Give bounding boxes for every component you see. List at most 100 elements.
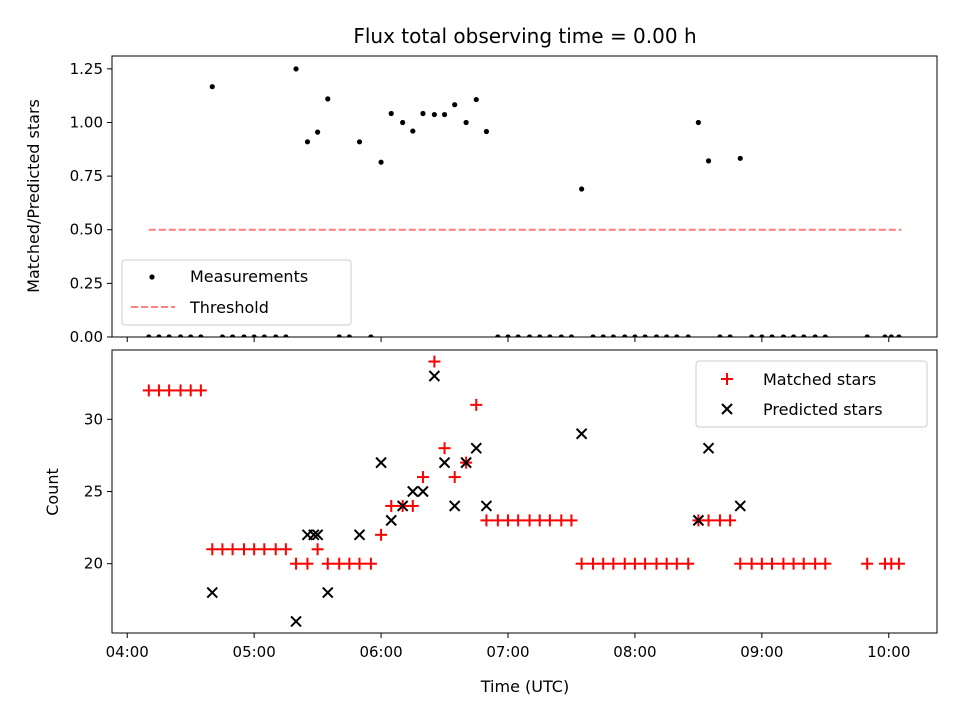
legend-marker-measurements bbox=[149, 274, 155, 280]
matched-stars-points bbox=[142, 355, 905, 570]
measurement-point bbox=[251, 334, 257, 337]
top-y-axis-label: Matched/Predicted stars bbox=[24, 99, 43, 293]
x-tick-label: 08:00 bbox=[613, 643, 656, 661]
bottom-panel: 20 25 30 04:00 05:00 06:00 07:00 08:00 09:00 10:0… bbox=[43, 349, 938, 696]
measurement-point bbox=[653, 334, 660, 337]
measurement-point bbox=[664, 334, 670, 337]
matched-star-point bbox=[628, 557, 641, 570]
top-axes-frame bbox=[111, 55, 938, 338]
matched-star-point bbox=[734, 557, 747, 570]
measurement-point bbox=[441, 111, 448, 118]
top-y-tick-label: 1.00 bbox=[70, 113, 103, 131]
bottom-plot-area: 20 25 30 04:00 05:00 06:00 07:00 08:00 09:00 10:0… bbox=[84, 349, 938, 661]
measurement-point bbox=[822, 334, 828, 337]
legend-marker-matched-stars bbox=[721, 373, 733, 385]
predicted-star-point bbox=[448, 500, 461, 512]
measurement-point bbox=[705, 158, 712, 164]
measurement-point bbox=[590, 334, 596, 337]
predicted-star-point bbox=[308, 529, 320, 541]
measurement-point bbox=[177, 334, 184, 337]
predicted-star-point bbox=[290, 615, 302, 628]
matched-star-point bbox=[660, 557, 673, 570]
x-axis-label: Time (UTC) bbox=[480, 677, 569, 696]
top-y-tick-label: 0.75 bbox=[70, 167, 103, 185]
matched-star-point bbox=[321, 557, 334, 570]
bottom-legend-box bbox=[695, 360, 928, 428]
measurement-point bbox=[495, 334, 501, 337]
measurement-point bbox=[388, 110, 394, 117]
matched-star-point bbox=[766, 557, 778, 570]
matched-star-point bbox=[797, 557, 810, 570]
matched-star-point bbox=[777, 557, 790, 570]
matched-star-point bbox=[194, 384, 207, 397]
measurement-point bbox=[558, 334, 564, 337]
measurement-point bbox=[600, 334, 606, 337]
predicted-star-point bbox=[322, 586, 334, 599]
measurement-point bbox=[378, 159, 384, 165]
predicted-star-point bbox=[385, 514, 397, 527]
matched-star-point bbox=[702, 514, 715, 527]
measurement-point bbox=[622, 334, 628, 337]
measurement-point bbox=[790, 334, 797, 337]
measurement-point bbox=[737, 155, 743, 161]
measurement-point bbox=[685, 334, 691, 337]
bottom-y-axis-label: Count bbox=[43, 468, 62, 516]
matched-star-point bbox=[861, 557, 874, 570]
measurement-point bbox=[896, 334, 902, 337]
matched-star-point bbox=[216, 543, 229, 556]
x-tick-label: 09:00 bbox=[740, 643, 783, 661]
predicted-star-point bbox=[460, 456, 472, 469]
measurement-point bbox=[526, 334, 533, 337]
measurement-point bbox=[727, 334, 733, 337]
measurement-point bbox=[515, 334, 521, 337]
measurement-point bbox=[273, 334, 279, 337]
matched-star-point bbox=[787, 557, 800, 570]
measurement-point bbox=[452, 102, 458, 108]
predicted-star-point bbox=[575, 428, 588, 440]
matched-star-point bbox=[343, 557, 356, 570]
measurement-point bbox=[166, 334, 172, 337]
matched-star-point bbox=[575, 557, 588, 570]
matched-star-point bbox=[607, 557, 620, 570]
measurement-point bbox=[283, 334, 289, 337]
matched-star-point bbox=[470, 398, 483, 411]
matched-star-point bbox=[258, 543, 271, 556]
measurement-point bbox=[769, 334, 775, 337]
top-legend-box bbox=[121, 259, 352, 326]
legend-marker-predicted-stars bbox=[721, 403, 733, 415]
matched-star-point bbox=[597, 557, 610, 570]
matched-star-point bbox=[152, 384, 165, 397]
predicted-star-point bbox=[480, 500, 493, 512]
x-tick-label: 10:00 bbox=[867, 643, 910, 661]
matched-star-point bbox=[438, 442, 451, 455]
predicted-star-point bbox=[407, 485, 419, 498]
matched-star-point bbox=[745, 557, 758, 570]
matched-star-point bbox=[650, 557, 663, 570]
matched-star-point bbox=[385, 499, 398, 512]
predicted-star-point bbox=[417, 485, 429, 498]
measurement-point bbox=[483, 128, 490, 135]
matched-star-point bbox=[533, 514, 546, 527]
matched-star-point bbox=[555, 514, 568, 527]
measurement-point bbox=[632, 334, 638, 337]
predicted-star-point bbox=[311, 529, 324, 541]
matched-star-point bbox=[174, 384, 187, 397]
measurement-point bbox=[229, 334, 236, 337]
matched-star-point bbox=[248, 543, 261, 556]
x-tick-label: 07:00 bbox=[486, 643, 529, 661]
matched-star-point bbox=[480, 514, 493, 527]
measurement-point bbox=[315, 129, 321, 135]
measurement-point bbox=[864, 334, 870, 337]
predicted-star-point bbox=[734, 500, 746, 512]
measurement-point bbox=[209, 84, 215, 90]
matched-star-point bbox=[512, 514, 525, 527]
matched-star-point bbox=[142, 384, 155, 397]
bottom-y-tick-label: 25 bbox=[84, 483, 103, 501]
measurement-point bbox=[261, 334, 267, 337]
x-tick-label: 05:00 bbox=[233, 643, 276, 661]
measurement-point bbox=[537, 334, 543, 337]
matched-star-point bbox=[682, 557, 695, 570]
predicted-star-point bbox=[428, 370, 441, 382]
bottom-y-tick-label: 20 bbox=[84, 555, 103, 573]
measurement-point bbox=[882, 334, 888, 337]
